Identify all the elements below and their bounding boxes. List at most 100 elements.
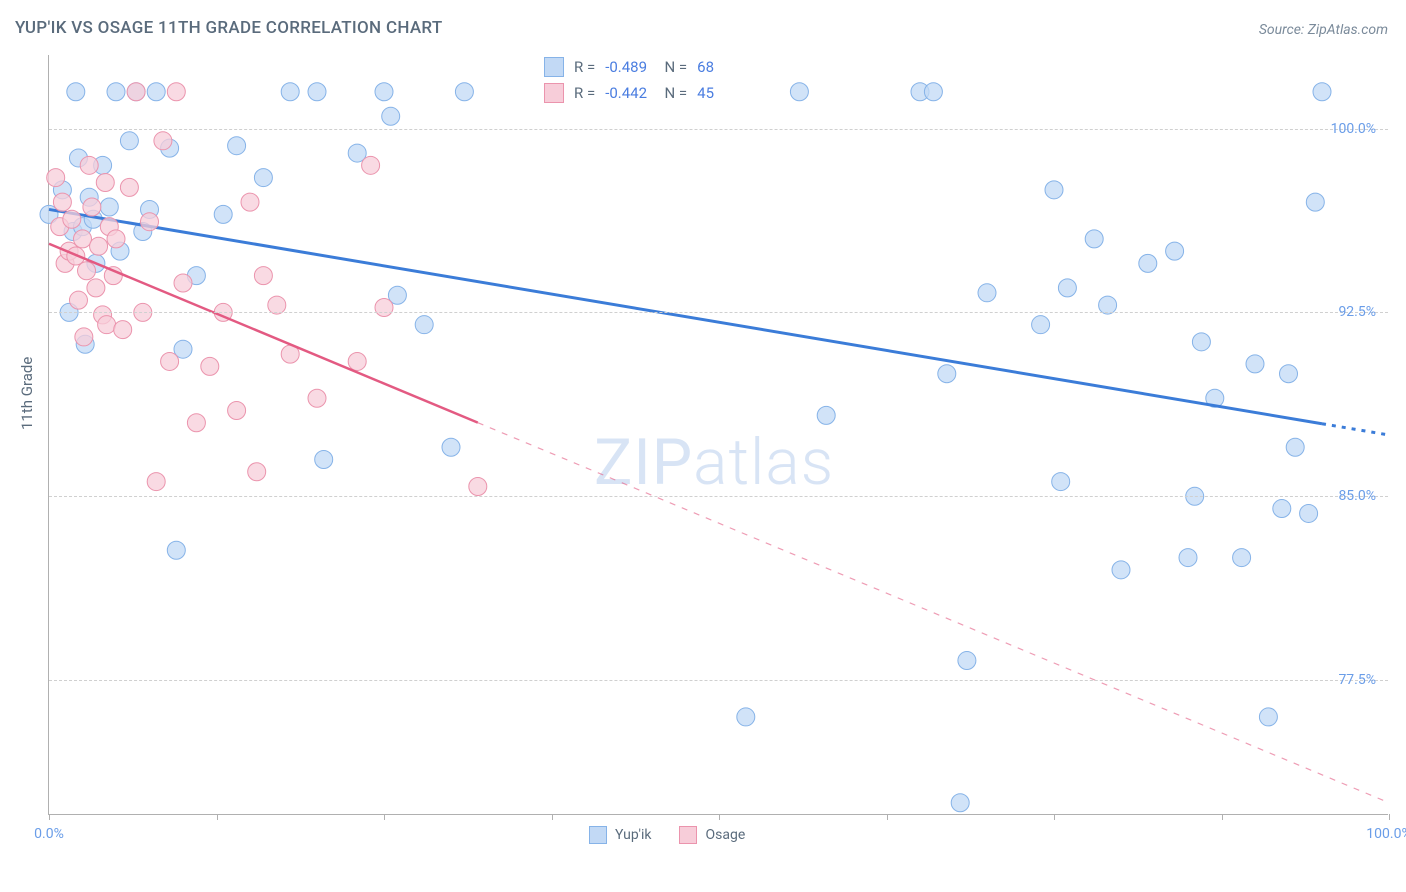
scatter-point-osage: [127, 83, 145, 101]
scatter-point-yupik: [281, 83, 299, 101]
stat-row-osage: R = -0.442 N = 45: [544, 81, 714, 105]
scatter-point-yupik: [790, 83, 808, 101]
scatter-point-osage: [114, 321, 132, 339]
scatter-point-yupik: [978, 284, 996, 302]
scatter-point-yupik: [1112, 561, 1130, 579]
scatter-point-yupik: [254, 169, 272, 187]
y-tick-label: 77.5%: [1338, 672, 1376, 688]
chart-container: YUP'IK VS OSAGE 11TH GRADE CORRELATION C…: [0, 0, 1406, 892]
scatter-point-yupik: [415, 316, 433, 334]
stat-row-yupik: R = -0.489 N = 68: [544, 55, 714, 79]
scatter-point-osage: [241, 193, 259, 211]
grid-line: [49, 312, 1388, 313]
scatter-point-osage: [147, 473, 165, 491]
scatter-point-yupik: [1085, 230, 1103, 248]
scatter-point-yupik: [1099, 296, 1117, 314]
scatter-point-osage: [154, 132, 172, 150]
scatter-point-osage: [80, 156, 98, 174]
scatter-point-osage: [469, 477, 487, 495]
scatter-point-yupik: [817, 406, 835, 424]
scatter-point-osage: [174, 274, 192, 292]
scatter-point-osage: [201, 357, 219, 375]
trend-line-ext-yupik: [1322, 424, 1389, 435]
scatter-point-osage: [47, 169, 65, 187]
source-credit: Source: ZipAtlas.com: [1259, 22, 1388, 38]
scatter-point-osage: [74, 230, 92, 248]
scatter-point-yupik: [120, 132, 138, 150]
scatter-point-yupik: [1280, 365, 1298, 383]
scatter-point-yupik: [1313, 83, 1331, 101]
scatter-point-yupik: [1166, 242, 1184, 260]
scatter-point-yupik: [228, 137, 246, 155]
scatter-point-osage: [362, 156, 380, 174]
scatter-point-yupik: [455, 83, 473, 101]
scatter-point-osage: [228, 401, 246, 419]
scatter-point-yupik: [1300, 504, 1318, 522]
scatter-point-yupik: [1045, 181, 1063, 199]
scatter-point-yupik: [1032, 316, 1050, 334]
scatter-point-osage: [167, 83, 185, 101]
x-tick: [217, 814, 218, 820]
stat-r-osage: -0.442: [605, 81, 647, 105]
stat-r-yupik: -0.489: [605, 55, 647, 79]
scatter-point-yupik: [67, 83, 85, 101]
legend: Yup'ik Osage: [589, 826, 745, 844]
stat-n-yupik: 68: [697, 55, 714, 79]
grid-line: [49, 680, 1388, 681]
scatter-point-yupik: [100, 198, 118, 216]
scatter-point-osage: [375, 299, 393, 317]
scatter-point-yupik: [1058, 279, 1076, 297]
x-tick: [1389, 814, 1390, 820]
scatter-point-yupik: [1286, 438, 1304, 456]
stat-r-label: R =: [574, 55, 595, 79]
scatter-point-yupik: [1192, 333, 1210, 351]
scatter-point-osage: [161, 352, 179, 370]
scatter-point-yupik: [1273, 500, 1291, 518]
x-tick-label: 100.0%: [1366, 826, 1406, 842]
y-axis-label: 11th Grade: [18, 357, 36, 430]
scatter-point-yupik: [214, 205, 232, 223]
scatter-point-yupik: [375, 83, 393, 101]
legend-item-yupik: Yup'ik: [589, 826, 651, 844]
x-tick: [887, 814, 888, 820]
scatter-point-yupik: [1246, 355, 1264, 373]
y-tick-label: 92.5%: [1338, 304, 1376, 320]
stat-n-osage: 45: [697, 81, 714, 105]
scatter-point-yupik: [1306, 193, 1324, 211]
scatter-point-osage: [268, 296, 286, 314]
scatter-point-osage: [69, 291, 87, 309]
scatter-point-osage: [187, 414, 205, 432]
scatter-point-osage: [308, 389, 326, 407]
scatter-point-yupik: [1179, 549, 1197, 567]
correlation-stats: R = -0.489 N = 68 R = -0.442 N = 45: [544, 55, 714, 107]
stat-n-label: N =: [657, 55, 687, 79]
stat-swatch-osage: [544, 83, 564, 103]
chart-title: YUP'IK VS OSAGE 11TH GRADE CORRELATION C…: [15, 18, 443, 38]
scatter-point-yupik: [1052, 473, 1070, 491]
stat-n-label: N =: [657, 81, 687, 105]
scatter-point-osage: [53, 193, 71, 211]
scatter-point-osage: [98, 316, 116, 334]
x-tick: [552, 814, 553, 820]
x-tick: [384, 814, 385, 820]
scatter-point-yupik: [958, 652, 976, 670]
stat-r-label: R =: [574, 81, 595, 105]
legend-swatch-yupik: [589, 826, 607, 844]
grid-line: [49, 496, 1388, 497]
stat-swatch-yupik: [544, 57, 564, 77]
scatter-point-osage: [90, 237, 108, 255]
scatter-point-osage: [96, 173, 114, 191]
scatter-point-osage: [75, 328, 93, 346]
scatter-point-yupik: [951, 794, 969, 812]
scatter-point-osage: [87, 279, 105, 297]
scatter-point-osage: [254, 267, 272, 285]
legend-swatch-osage: [679, 826, 697, 844]
x-tick-label: 0.0%: [34, 826, 64, 842]
scatter-point-osage: [107, 230, 125, 248]
x-tick: [719, 814, 720, 820]
scatter-point-osage: [63, 210, 81, 228]
scatter-point-yupik: [308, 83, 326, 101]
scatter-point-yupik: [924, 83, 942, 101]
scatter-point-osage: [120, 178, 138, 196]
y-tick-label: 85.0%: [1338, 488, 1376, 504]
